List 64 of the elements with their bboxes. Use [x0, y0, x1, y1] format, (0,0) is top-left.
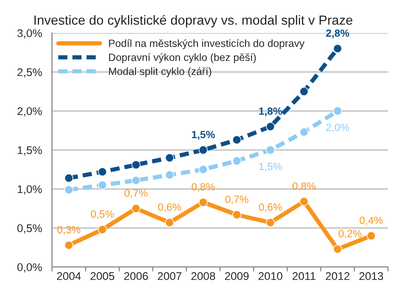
point — [98, 167, 107, 176]
point — [131, 176, 141, 185]
legend-label: Modal split cyklo (září) — [109, 67, 212, 78]
point — [266, 145, 275, 155]
data-label: 0,7% — [225, 196, 248, 204]
x-tick-label: 2005 — [90, 272, 114, 280]
point — [98, 225, 107, 234]
point — [198, 145, 208, 155]
point — [299, 128, 309, 137]
x-tick-label: 2008 — [191, 272, 216, 280]
point — [131, 204, 141, 214]
point — [98, 180, 107, 190]
point — [64, 174, 74, 183]
point — [333, 106, 342, 116]
y-tick-label: 2,5% — [18, 68, 42, 78]
point — [333, 244, 342, 254]
data-label: 0,6% — [258, 203, 282, 212]
data-label: 0,4% — [360, 216, 383, 226]
data-label: 0,8% — [192, 183, 215, 192]
point — [366, 231, 376, 240]
y-tick-label: 0,5% — [17, 224, 42, 234]
chart-title: Investice do cyklistické dopravy vs. modal split v Praze — [34, 14, 352, 28]
legend-label: Dopravní výkon cyklo (bez pěší) — [109, 53, 256, 64]
x-tick-label: 2009 — [225, 272, 249, 280]
x-tick-label: 2004 — [57, 272, 81, 280]
x-tick-label: 2012 — [326, 272, 350, 280]
x-tick-label: 2006 — [124, 272, 148, 280]
data-label: 0,3% — [57, 226, 80, 235]
y-tick-label: 3,0% — [17, 29, 42, 38]
y-tick-label: 1,0% — [18, 185, 42, 194]
point — [131, 160, 141, 170]
data-label: 0,5% — [90, 210, 114, 220]
point — [165, 218, 174, 228]
point — [64, 185, 74, 194]
point — [165, 153, 174, 162]
data-label: 2,8% — [326, 29, 350, 38]
data-label: 0,6% — [158, 203, 182, 212]
y-tick-label: 1,5% — [18, 146, 42, 156]
point — [299, 86, 309, 96]
legend-label: Podíl na městských investicích do dopravy — [109, 39, 305, 50]
point — [232, 156, 242, 166]
point — [165, 170, 174, 180]
point — [198, 198, 208, 207]
y-tick-label: 0,0% — [17, 263, 42, 272]
data-label: 1,8% — [259, 107, 282, 116]
point — [299, 196, 309, 206]
point — [232, 135, 242, 144]
point — [232, 210, 242, 220]
data-label: 0,7% — [124, 189, 148, 198]
data-label: 0,8% — [292, 182, 316, 191]
x-tick-label: 2007 — [158, 272, 182, 280]
y-tick-label: 2,0% — [18, 107, 42, 116]
data-label: 1,5% — [259, 162, 282, 172]
point — [266, 122, 275, 132]
point — [266, 218, 275, 228]
x-tick-label: 2013 — [359, 272, 384, 280]
point — [333, 44, 342, 54]
point — [198, 164, 208, 174]
x-tick-label: 2011 — [292, 272, 316, 280]
data-label: 1,5% — [192, 130, 215, 140]
x-tick-label: 2010 — [258, 272, 282, 280]
point — [64, 240, 74, 250]
data-label: 0,2% — [338, 230, 362, 239]
data-label: 2,0% — [326, 124, 350, 132]
